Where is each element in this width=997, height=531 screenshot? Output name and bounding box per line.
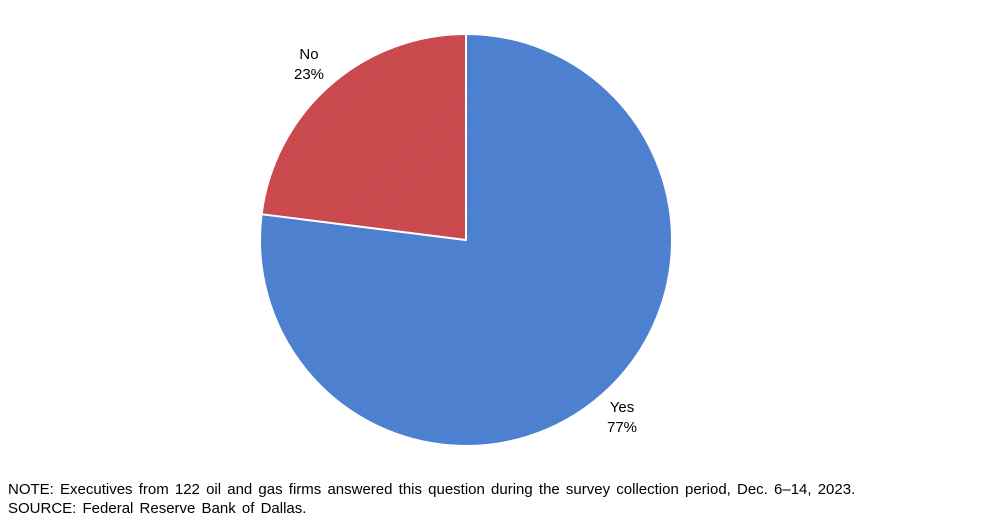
pie-slice-texture-no [261,34,466,240]
source-text: SOURCE: Federal Reserve Bank of Dallas. [8,500,307,517]
pie-labels: Yes 77% No 23% [294,46,637,436]
chart-footnotes: NOTE: Executives from 122 oil and gas fi… [8,480,988,518]
slice-value-label-yes: 77% [607,419,637,436]
slice-value-label-no: 23% [294,66,324,83]
note-text: NOTE: Executives from 122 oil and gas fi… [8,481,856,498]
slice-category-label-no: No [299,46,318,63]
pie-slices [259,33,673,447]
pie-chart: Yes 77% No 23% [259,33,673,447]
slice-category-label-yes: Yes [610,399,634,416]
